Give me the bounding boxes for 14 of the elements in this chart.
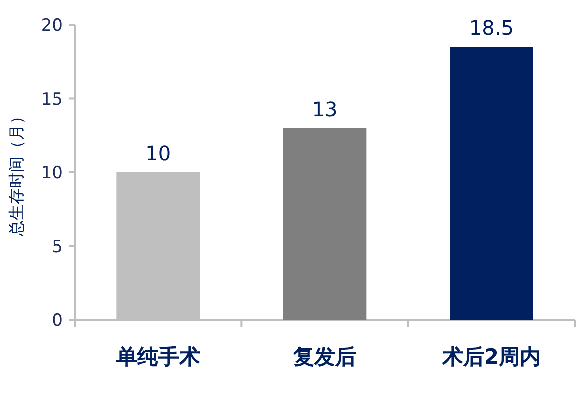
x-tick-label: 术后2周内 [441,345,541,369]
y-tick-label: 10 [41,164,63,184]
x-tick-label: 单纯手术 [115,345,200,369]
data-label: 10 [146,142,172,166]
x-tick-label: 复发后 [292,345,356,369]
y-axis-title: 总生存时间（月） [7,108,26,238]
y-tick-label: 20 [41,16,63,36]
bar [450,47,534,320]
bar [283,128,367,320]
y-tick-label: 5 [52,237,63,258]
y-tick-label: 15 [41,90,63,110]
data-label: 18.5 [469,16,514,40]
data-label: 13 [312,97,338,122]
y-tick-label: 0 [52,311,63,331]
